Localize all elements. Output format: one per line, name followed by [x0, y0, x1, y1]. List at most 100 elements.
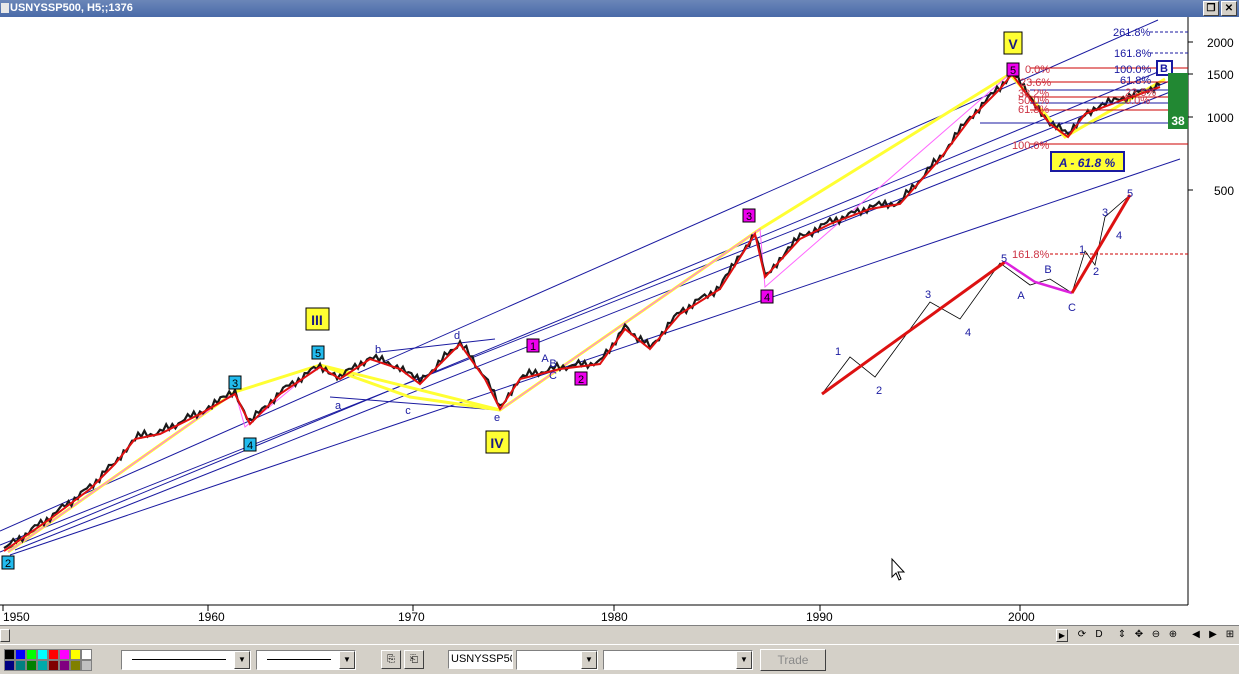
- wave-label-box: [305, 307, 330, 331]
- price-series: [3, 69, 1161, 550]
- diagram-line: [821, 194, 1131, 395]
- x-tick-label: 1980: [601, 610, 628, 624]
- magenta-label: 5: [1010, 65, 1016, 77]
- fib-label: 61.8%: [1018, 104, 1049, 116]
- color-swatch[interactable]: [70, 660, 81, 671]
- color-swatch[interactable]: [15, 649, 26, 660]
- color-swatch[interactable]: [81, 660, 92, 671]
- y-tick-label: 1000: [1207, 111, 1234, 125]
- diagram-label: 2: [876, 385, 882, 397]
- cyan-label-box: [228, 375, 242, 390]
- badge-text: 38: [1171, 114, 1185, 128]
- symbol-field[interactable]: USNYSSP500: [448, 650, 513, 669]
- color-swatch[interactable]: [37, 660, 48, 671]
- wave-label: V: [1008, 36, 1018, 52]
- magenta-label-box: [574, 371, 588, 386]
- horizontal-scrollbar[interactable]: ▶: [0, 629, 1068, 642]
- color-swatch[interactable]: [59, 660, 70, 671]
- price-chart[interactable]: III IV V 2 3 4 5 1 2 3 4 5 a b c d e A B: [0, 17, 1239, 625]
- line-width-select[interactable]: ▼: [256, 650, 356, 670]
- zoom-in-icon[interactable]: ⊕: [1168, 629, 1178, 640]
- paste-chart-icon[interactable]: ⎗: [404, 650, 424, 669]
- fib-label: 161.8%: [1114, 48, 1152, 60]
- chevron-down-icon[interactable]: ▼: [339, 651, 355, 669]
- mouse-cursor-icon: [891, 557, 906, 581]
- fit-icon[interactable]: ⊞: [1225, 629, 1235, 640]
- minor-labels: a b c d e A B C: [335, 330, 557, 424]
- color-palette: [4, 649, 100, 671]
- color-swatch[interactable]: [81, 649, 92, 660]
- x-tick-label: 2000: [1008, 610, 1035, 624]
- diagram-label: 3: [925, 289, 931, 301]
- cyan-label: 3: [232, 378, 238, 390]
- color-swatch[interactable]: [48, 649, 59, 660]
- chevron-down-icon[interactable]: ▼: [234, 651, 250, 669]
- zoom-out-icon[interactable]: ⊖: [1151, 629, 1161, 640]
- color-swatch[interactable]: [70, 649, 81, 660]
- magenta-label-box: [760, 289, 774, 304]
- annotation-text: A - 61.8 %: [1058, 156, 1116, 170]
- trade-button[interactable]: Trade: [760, 649, 826, 671]
- channel-line: [14, 91, 1171, 551]
- channel-line: [9, 158, 1181, 556]
- account-select[interactable]: ▼: [603, 650, 753, 670]
- x-tick-label: 1970: [398, 610, 425, 624]
- chart-area[interactable]: III IV V 2 3 4 5 1 2 3 4 5 a b c d e A B: [0, 17, 1239, 625]
- diagram-label: 5: [1001, 253, 1007, 265]
- diagram-label: 1: [1079, 244, 1085, 256]
- x-tick-label: 1990: [806, 610, 833, 624]
- scroll-left-icon[interactable]: ◀: [1192, 629, 1200, 640]
- fib-labels: 261.8% 161.8% 100.0% 61.8% 0.0% 23.6% 38…: [1012, 27, 1156, 261]
- cyan-label: 4: [247, 440, 253, 452]
- color-swatch[interactable]: [37, 649, 48, 660]
- interval-select[interactable]: ▼: [516, 650, 598, 670]
- refresh-icon[interactable]: ⟳: [1077, 629, 1087, 640]
- scroll-right-arrow-icon[interactable]: ▶: [1056, 629, 1068, 642]
- fib-label: 38.2%: [1018, 88, 1049, 100]
- fib-label: 23.6%: [1125, 87, 1156, 99]
- major-wave-labels: III IV V: [305, 31, 1023, 454]
- color-swatch[interactable]: [15, 660, 26, 671]
- time-axis: 1950 1960 1970 1980 1990 2000: [2, 605, 1035, 624]
- diagram-label: 4: [1116, 230, 1122, 242]
- chevron-down-icon[interactable]: ▼: [581, 651, 597, 669]
- move-icon[interactable]: ✥: [1134, 629, 1144, 640]
- wave-label: IV: [490, 435, 504, 451]
- close-button[interactable]: ✕: [1221, 1, 1237, 16]
- fib-label: 100.0%: [1012, 140, 1050, 152]
- color-swatch[interactable]: [59, 649, 70, 660]
- vertical-scale-icon[interactable]: ⇕: [1117, 629, 1127, 640]
- cyan-label: 2: [5, 558, 11, 570]
- color-swatch[interactable]: [4, 660, 15, 671]
- minor-label: a: [335, 400, 342, 412]
- color-swatch[interactable]: [4, 649, 15, 660]
- magenta-wave-lines: [7, 73, 1011, 553]
- color-swatch[interactable]: [26, 649, 37, 660]
- restore-button[interactable]: ❐: [1203, 1, 1219, 16]
- color-swatch[interactable]: [26, 660, 37, 671]
- y-tick-label: 1500: [1207, 68, 1234, 82]
- scroll-thumb[interactable]: [0, 629, 10, 642]
- chevron-down-icon[interactable]: ▼: [736, 651, 752, 669]
- price-axis: 2000 1500 1000 500: [1188, 36, 1234, 198]
- fib-label: 161.8%: [1012, 249, 1050, 261]
- wave-line: [7, 364, 321, 553]
- copy-chart-icon[interactable]: ⎘: [381, 650, 401, 669]
- line-style-select[interactable]: ▼: [121, 650, 251, 670]
- period-button[interactable]: D: [1095, 629, 1103, 640]
- minor-label: A: [541, 353, 549, 365]
- fib-label: 261.8%: [1113, 27, 1151, 39]
- wave-label: III: [311, 312, 323, 328]
- magenta-label-box: [526, 338, 540, 353]
- wave-label-box: [1003, 31, 1023, 55]
- diagram-label: 4: [965, 327, 971, 339]
- x-tick-label: 1950: [3, 610, 30, 624]
- scroll-right-icon[interactable]: ▶: [1209, 629, 1217, 640]
- minor-label: B: [549, 358, 556, 370]
- channel-line: [0, 74, 1186, 546]
- green-badge: [1168, 73, 1188, 129]
- minor-label: e: [494, 412, 500, 424]
- cyan-label-box: [243, 437, 257, 452]
- diagram-label: 2: [1093, 266, 1099, 278]
- color-swatch[interactable]: [48, 660, 59, 671]
